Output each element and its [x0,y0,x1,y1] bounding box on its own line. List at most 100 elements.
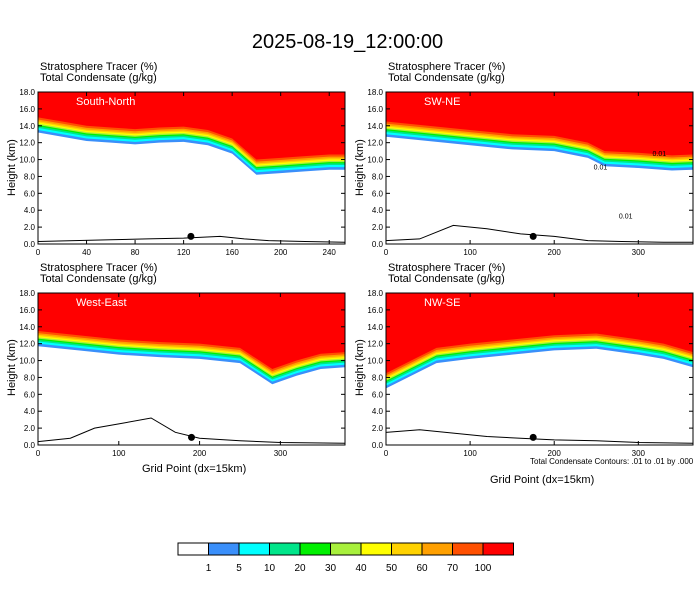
colorbar-label: 20 [294,563,306,574]
plot-frame [385,292,694,446]
x-tick-label: 160 [225,248,239,257]
y-tick-label: 16.0 [19,105,35,114]
panel-label: SW-NE [424,96,460,108]
x-tick-label: 0 [36,248,41,257]
colorbar-box [269,542,301,556]
y-tick-label: 4.0 [24,206,36,215]
x-tick-label: 200 [548,248,562,257]
panel3-header-condensate: Total Condensate (g/kg) [40,273,157,285]
y-tick-label: 10.0 [367,357,383,366]
y-tick-label: 18.0 [367,289,383,298]
y-tick-label: 10.0 [367,156,383,165]
y-tick-label: 14.0 [367,122,383,131]
y-tick-label: 16.0 [367,306,383,315]
y-tick-label: 8.0 [372,373,384,382]
y-tick-label: 14.0 [19,122,35,131]
figure-title: 2025-08-19_12:00:00 [251,31,444,53]
panel3-xlabel: Grid Point (dx=15km) [142,463,247,475]
colorbar-box [330,542,362,556]
x-tick-label: 100 [112,449,126,458]
colorbar-label: 50 [386,563,398,574]
x-tick-label: 80 [131,248,140,257]
location-marker [187,232,195,240]
y-tick-label: 12.0 [19,340,35,349]
colorbar-box [482,542,514,556]
contour-label: 0.01 [594,165,608,172]
y-tick-label: 12.0 [367,139,383,148]
x-tick-label: 200 [548,449,562,458]
x-tick-label: 200 [274,248,288,257]
panel1-header-condensate: Total Condensate (g/kg) [40,72,157,84]
tracer-band [38,293,345,369]
x-tick-label: 0 [384,449,389,458]
y-tick-label: 6.0 [372,189,384,198]
y-tick-label: 4.0 [24,407,36,416]
y-tick-label: 0.0 [372,441,384,450]
terrain-line [385,429,694,444]
y-tick-label: 6.0 [372,390,384,399]
y-tick-label: 2.0 [372,424,384,433]
colorbar-label: 70 [447,563,459,574]
panel-label: South-North [76,96,135,108]
panel4-ylabel: Height (km) [354,339,366,396]
plot-frame [385,91,694,245]
plot-frame [37,292,346,446]
colorbar: 1 5 10 20 30 40 50 60 70 100 [177,542,514,574]
panel1-header-tracer: Stratosphere Tracer (%) [40,61,158,73]
panel2-header-tracer: Stratosphere Tracer (%) [388,61,506,73]
y-tick-label: 18.0 [19,88,35,97]
colorbar-label: 60 [416,563,428,574]
x-tick-label: 300 [274,449,288,458]
panel-sw-ne: SW-NE 0.0 2.0 4.0 6.0 8.0 10.0 12.0 14.0 16.0 18.0… [367,88,694,257]
y-tick-label: 2.0 [372,223,384,232]
y-tick-label: 18.0 [19,289,35,298]
colorbar-label: 1 [206,563,212,574]
y-tick-label: 8.0 [24,172,36,181]
contour-label: 0.01 [619,214,633,221]
x-tick-label: 0 [384,248,389,257]
y-tick-label: 8.0 [372,172,384,181]
panel4-header-condensate: Total Condensate (g/kg) [388,273,505,285]
y-tick-label: 16.0 [367,105,383,114]
contour-footnote: Total Condensate Contours: .01 to .01 by… [530,457,694,466]
x-tick-label: 240 [323,248,337,257]
terrain-line [385,224,693,243]
y-tick-label: 4.0 [372,206,384,215]
colorbar-box [421,542,453,556]
x-tick-label: 100 [463,449,477,458]
colorbar-label: 30 [325,563,337,574]
panel1-ylabel: Height (km) [6,139,18,196]
x-tick-label: 100 [463,248,477,257]
location-marker [188,433,195,441]
y-tick-label: 10.0 [19,357,35,366]
panel2-header-condensate: Total Condensate (g/kg) [388,72,505,84]
colorbar-label: 5 [236,563,242,574]
location-marker [529,433,537,441]
colorbar-label: 10 [264,563,276,574]
panel-south-north: South-North 0.0 2.0 4.0 6.0 8.0 10.0 12.0 14.0 16… [19,88,346,257]
y-tick-label: 0.0 [24,240,36,249]
y-tick-label: 2.0 [24,223,36,232]
y-tick-label: 6.0 [24,390,36,399]
panel4-header-tracer: Stratosphere Tracer (%) [388,262,506,274]
panel3-header-tracer: Stratosphere Tracer (%) [40,262,158,274]
panel3-ylabel: Height (km) [6,339,18,396]
x-tick-label: 300 [632,248,646,257]
colorbar-box [360,542,392,556]
x-tick-label: 40 [82,248,91,257]
tracer-band [386,293,693,374]
y-tick-label: 8.0 [24,373,36,382]
terrain-line [37,235,346,243]
panel-label: NW-SE [424,297,460,309]
panel-nw-se: NW-SE 0.0 2.0 4.0 6.0 8.0 10.0 12.0 14.0 16.0 18.0… [367,289,694,458]
colorbar-box [177,542,209,556]
colorbar-box [391,542,423,556]
colorbar-box [452,542,484,556]
tracer-band [38,92,345,160]
terrain-line [37,417,346,444]
y-tick-label: 4.0 [372,407,384,416]
y-tick-label: 0.0 [24,441,36,450]
tracer-band [386,92,693,156]
y-tick-label: 10.0 [19,156,35,165]
y-tick-label: 0.0 [372,240,384,249]
